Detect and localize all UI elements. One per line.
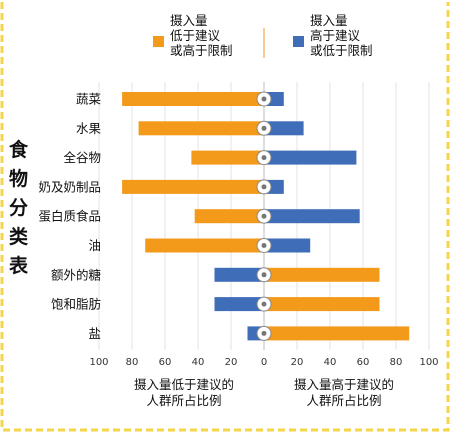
bar-left <box>122 92 264 106</box>
bar-right <box>264 326 410 341</box>
protein-icon-mark <box>261 213 267 219</box>
category-label: 盐 <box>88 326 101 341</box>
bar-left <box>145 238 264 253</box>
side-title-char: 类 <box>9 225 28 248</box>
salt-icon-mark <box>261 330 267 336</box>
bar-right <box>264 267 380 282</box>
legend-high-text: 或低于限制 <box>310 43 373 58</box>
category-label: 全谷物 <box>63 150 101 165</box>
bar-right <box>264 121 304 136</box>
category-label: 蔬菜 <box>76 92 102 107</box>
axis-label-right: 摄入量高于建议的 <box>294 377 394 392</box>
side-title-char: 表 <box>9 254 29 277</box>
sugar-icon-mark <box>261 272 267 278</box>
fat-icon-mark <box>261 301 267 307</box>
tick-label: 80 <box>390 357 403 368</box>
legend-low-text: 低于建议 <box>170 28 221 43</box>
axis-label-right: 人群所占比例 <box>306 393 381 408</box>
category-label: 油 <box>88 238 101 253</box>
legend-low-text: 或高于限制 <box>170 43 233 58</box>
tick-label: 100 <box>419 357 438 368</box>
bar-right <box>264 238 311 253</box>
milk-icon-mark <box>261 184 267 190</box>
tick-label: 100 <box>89 357 108 368</box>
tick-label: 40 <box>192 357 205 368</box>
category-label: 额外的糖 <box>51 267 102 282</box>
side-title-char: 食 <box>9 138 29 161</box>
category-label: 水果 <box>76 121 102 136</box>
legend-high-text: 高于建议 <box>310 28 361 43</box>
category-label: 奶及奶制品 <box>38 179 101 194</box>
category-label: 蛋白质食品 <box>38 209 101 224</box>
tick-label: 20 <box>291 357 304 368</box>
bar-left <box>122 179 264 194</box>
side-title-char: 物 <box>9 167 28 190</box>
legend-low-text: 摄入量 <box>170 13 208 28</box>
tick-label: 40 <box>324 357 337 368</box>
axis-label-left: 人群所占比例 <box>146 393 221 408</box>
grain-icon-mark <box>261 155 267 161</box>
bar-left <box>214 297 264 312</box>
tick-label: 0 <box>261 357 267 368</box>
axis-label-left: 摄入量低于建议的 <box>134 377 234 392</box>
bar-left <box>191 150 264 165</box>
category-label: 饱和脂肪 <box>51 297 101 312</box>
bar-left <box>214 267 264 282</box>
legend-high-text: 摄入量 <box>310 13 348 28</box>
bar-right <box>264 209 360 224</box>
tick-label: 60 <box>159 357 172 368</box>
legend-low-swatch <box>153 36 164 47</box>
side-title-char: 分 <box>9 197 28 219</box>
tick-label: 60 <box>357 357 370 368</box>
tick-label: 20 <box>225 357 238 368</box>
bar-left <box>138 121 264 136</box>
vegetable-icon-mark <box>261 96 267 102</box>
fruit-icon-mark <box>261 125 267 131</box>
bar-left <box>194 209 264 224</box>
bar-right <box>264 297 380 312</box>
oil-icon-mark <box>261 243 267 248</box>
bar-right <box>264 150 357 165</box>
legend-high-swatch <box>293 36 304 47</box>
tick-label: 80 <box>126 357 139 368</box>
